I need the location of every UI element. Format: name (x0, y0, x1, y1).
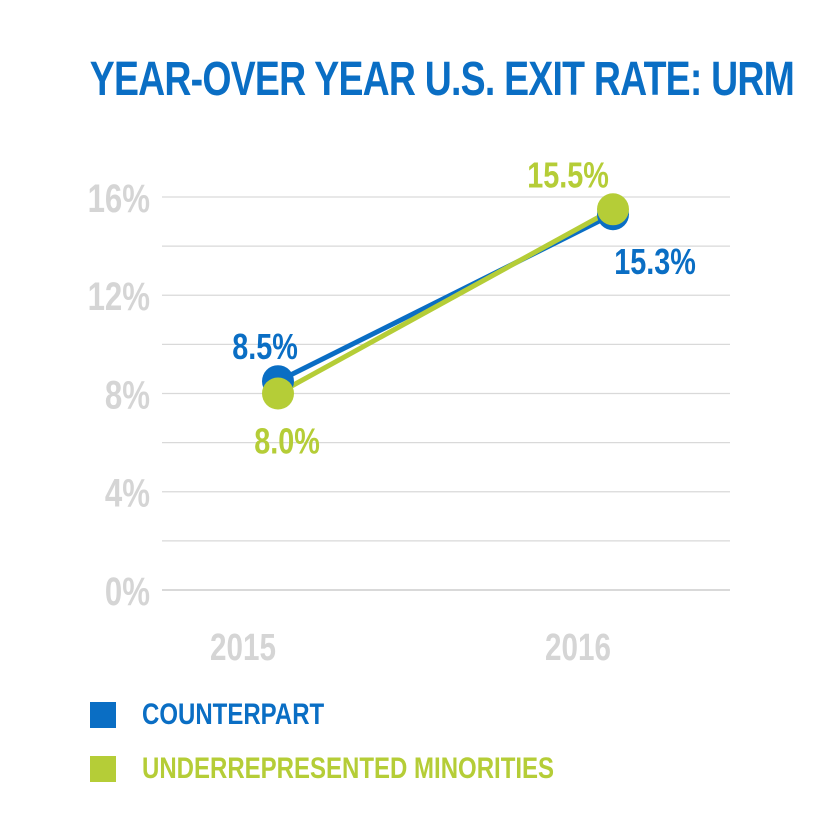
data-point (597, 193, 629, 226)
series-line (276, 207, 615, 396)
legend-item-urm: UNDERREPRESENTED MINORITIES (90, 742, 657, 796)
data-label: 15.3% (614, 241, 696, 282)
line-chart: 0% 4% 8% 12% 16% 2015 2016 8.5% 15.3% 8.0% 15.5% (88, 154, 730, 669)
data-label: 15.5% (527, 154, 609, 195)
data-labels: 8.5% 15.3% 8.0% 15.5% (232, 154, 696, 461)
legend-swatch-urm (90, 756, 116, 782)
legend-label-counterpart: COUNTERPART (142, 698, 325, 731)
grid-lines (162, 196, 730, 591)
y-tick-label: 16% (88, 176, 150, 221)
y-tick-label: 4% (105, 471, 150, 516)
legend-label-urm: UNDERREPRESENTED MINORITIES (142, 752, 555, 785)
x-tick-label: 2015 (210, 627, 276, 669)
y-tick-label: 8% (105, 373, 150, 418)
data-label: 8.5% (232, 326, 298, 367)
data-label: 8.0% (254, 420, 320, 461)
series-lines (276, 207, 615, 396)
x-tick-label: 2016 (545, 627, 611, 669)
legend-item-counterpart: COUNTERPART (90, 688, 657, 742)
y-axis-ticks: 0% 4% 8% 12% 16% (88, 176, 150, 614)
x-axis-ticks: 2015 2016 (210, 627, 611, 669)
legend: COUNTERPART UNDERREPRESENTED MINORITIES (90, 688, 657, 796)
data-points (262, 193, 629, 410)
y-tick-label: 0% (105, 569, 150, 614)
chart-title: YEAR-OVER YEAR U.S. EXIT RATE: URM (89, 53, 795, 106)
data-point (262, 377, 294, 410)
y-tick-label: 12% (88, 275, 150, 320)
legend-swatch-counterpart (90, 702, 116, 728)
